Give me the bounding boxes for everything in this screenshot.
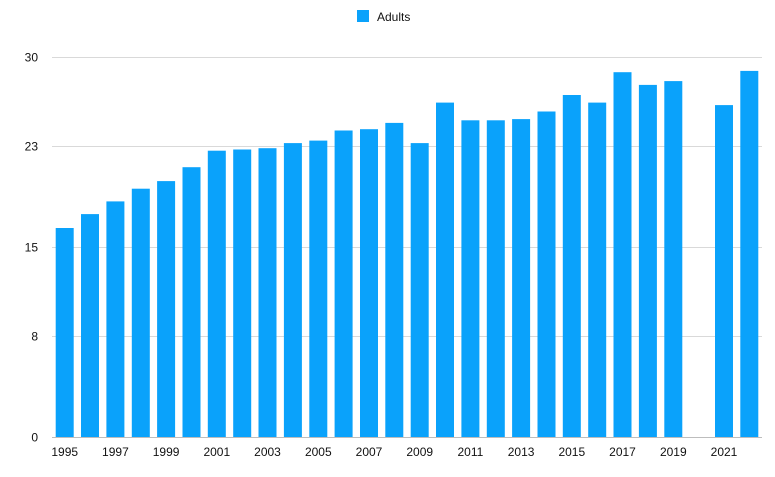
y-tick-label: 0 (31, 431, 38, 445)
x-tick-label: 2003 (254, 445, 281, 459)
x-tick-label: 2009 (406, 445, 433, 459)
y-tick-label: 23 (25, 140, 39, 154)
bar-2007 (360, 129, 378, 437)
bar-1997 (106, 201, 125, 437)
bar-2009 (410, 143, 429, 437)
bar-1996 (81, 214, 99, 437)
bar-2005 (309, 140, 328, 437)
x-tick-label: 2013 (508, 445, 535, 459)
legend-swatch-adults (357, 10, 369, 22)
x-tick-label: 2019 (660, 445, 687, 459)
y-tick-label: 15 (25, 241, 39, 255)
y-tick-label: 30 (25, 51, 39, 65)
y-axis-tick-labels: 0 8 15 23 30 (25, 51, 39, 445)
x-tick-label: 2011 (457, 445, 483, 459)
bar-2001 (207, 150, 226, 437)
x-tick-label: 2005 (305, 445, 332, 459)
bar-2004 (283, 143, 302, 437)
bar-2006 (334, 130, 353, 437)
x-tick-label: 2015 (558, 445, 585, 459)
x-tick-label: 1999 (153, 445, 180, 459)
bar-2008 (385, 122, 404, 438)
bar-2018 (638, 84, 657, 438)
bar-2013 (512, 119, 531, 437)
x-tick-label: 2021 (711, 445, 738, 459)
bar-1995 (55, 228, 74, 437)
legend-label-adults: Adults (377, 10, 410, 24)
bar-1998 (131, 188, 150, 437)
bars (55, 70, 759, 438)
bar-2021 (715, 105, 733, 437)
bar-2011 (461, 120, 480, 438)
bar-2017 (613, 72, 632, 437)
x-tick-label: 2017 (609, 445, 636, 459)
bar-2012 (486, 120, 505, 438)
bar-1999 (157, 181, 176, 437)
x-tick-label: 2001 (203, 445, 230, 459)
bar-2014 (537, 111, 556, 437)
bar-2003 (258, 148, 277, 437)
chart-legend: Adults (357, 10, 410, 24)
bar-2022 (740, 70, 759, 438)
x-tick-label: 1995 (51, 445, 78, 459)
y-tick-label: 8 (31, 330, 38, 344)
bar-2002 (233, 149, 252, 437)
bar-2016 (588, 102, 607, 437)
bar-2019 (664, 81, 683, 437)
x-tick-label: 1997 (102, 445, 129, 459)
bar-2000 (182, 167, 201, 437)
x-tick-label: 2007 (356, 445, 383, 459)
bar-2015 (562, 95, 581, 437)
bar-2010 (436, 102, 454, 437)
x-axis-tick-labels: 1995 1997 1999 2001 2003 2005 2007 2009 2011 2013… (51, 445, 737, 459)
